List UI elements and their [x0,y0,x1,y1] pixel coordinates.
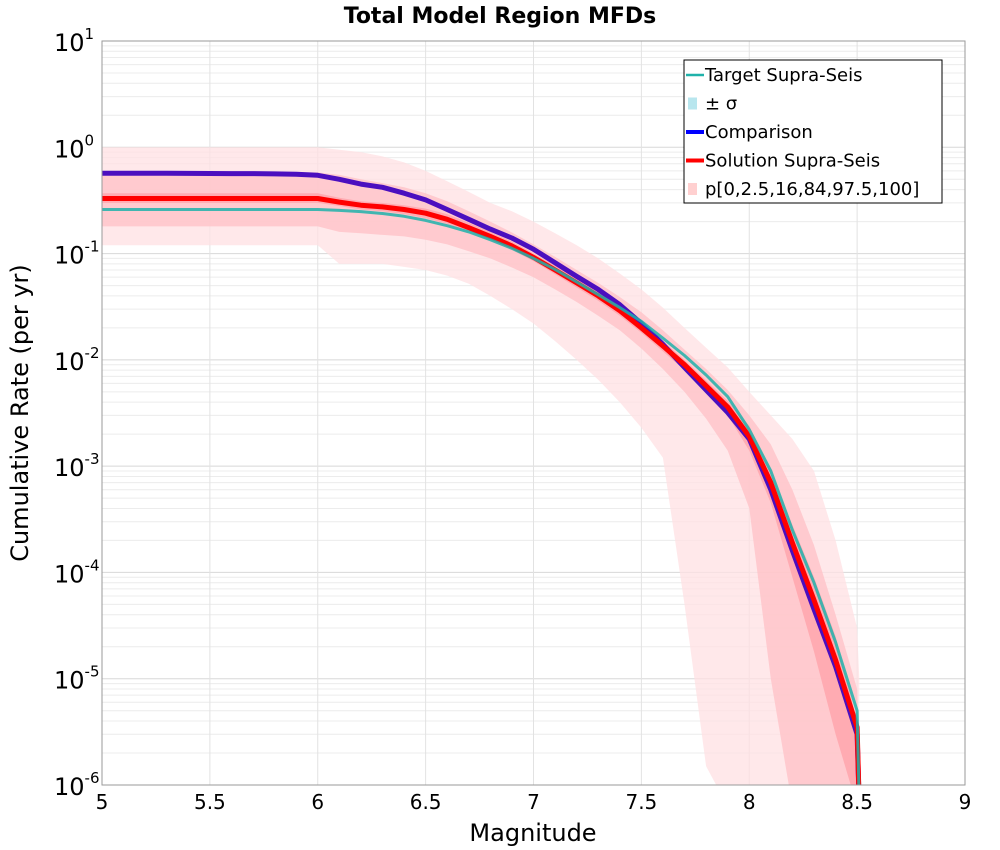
series-line-solution-supra-seis [102,196,862,785]
y-tick-label: 10-2 [54,344,100,376]
y-tick-label: 10-6 [54,769,100,801]
y-axis-label: Cumulative Rate (per yr) [6,264,34,562]
y-tick-label: 101 [54,25,94,57]
legend-label: p[0,2.5,16,84,97.5,100] [705,179,919,200]
y-tick-label: 10-4 [54,556,100,588]
legend: Target Supra-Seis ± σ Comparison Solution S… [683,59,943,204]
x-tick-label: 7.5 [625,790,657,814]
y-tick-label: 10-3 [54,450,100,482]
series-line-target-supra-seis [102,208,861,785]
x-tick-label: 7 [527,790,540,814]
x-tick-label: 6.5 [410,790,442,814]
legend-label: ± σ [705,94,737,115]
legend-swatch [688,97,697,110]
plot-frame [101,40,966,786]
x-tick-label: 8 [743,790,756,814]
x-tick-label: 6 [311,790,324,814]
x-tick-label: 5.5 [194,790,226,814]
y-tick-label: 100 [54,131,94,163]
x-tick-label: 8.5 [841,790,873,814]
legend-box [683,59,943,204]
y-tick-label: 10-5 [54,663,100,695]
percentile-bands [102,147,860,785]
band-p16-84 [102,172,860,785]
y-tick-labels: 10-6 10-5 10-4 10-3 10-2 10-1 100 101 [54,25,100,801]
x-tick-label: 9 [959,790,972,814]
series-lines [102,170,862,785]
x-tick-label: 5 [96,790,109,814]
x-axis-label: Magnitude [469,819,596,847]
x-tick-labels: 5 5.5 6 6.5 7 7.5 8 8.5 9 [96,790,972,814]
chart-title: Total Model Region MFDs [344,4,657,29]
legend-swatch [688,183,697,195]
legend-label: Target Supra-Seis [704,65,862,86]
legend-label: Comparison [705,122,813,143]
legend-label: Solution Supra-Seis [705,151,880,172]
y-tick-label: 10-1 [54,238,100,270]
